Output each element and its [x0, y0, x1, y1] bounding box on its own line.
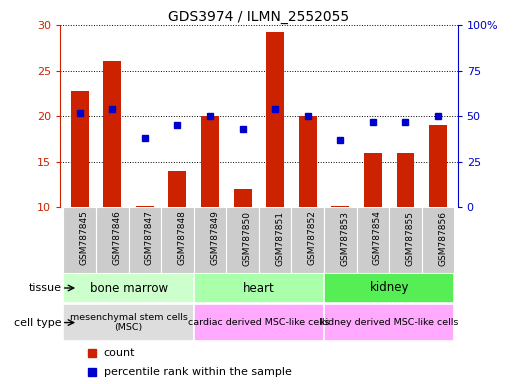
Bar [63, 304, 194, 341]
Text: GSM787847: GSM787847 [145, 210, 154, 265]
Bar [71, 91, 89, 207]
Bar [96, 207, 129, 273]
Text: GSM787853: GSM787853 [340, 210, 349, 266]
Title: GDS3974 / ILMN_2552055: GDS3974 / ILMN_2552055 [168, 10, 349, 24]
Bar [234, 189, 252, 207]
Bar [429, 125, 447, 207]
Bar [266, 32, 284, 207]
Text: GSM787856: GSM787856 [438, 210, 447, 266]
Bar [324, 207, 357, 273]
Bar [226, 207, 259, 273]
Text: percentile rank within the sample: percentile rank within the sample [104, 367, 292, 377]
Bar [161, 207, 194, 273]
Text: GSM787855: GSM787855 [405, 210, 415, 266]
Text: tissue: tissue [29, 283, 62, 293]
Bar [194, 304, 324, 341]
Bar [389, 207, 422, 273]
Text: GSM787854: GSM787854 [373, 210, 382, 265]
Bar [63, 273, 194, 303]
Bar [129, 207, 161, 273]
Text: count: count [104, 348, 135, 358]
Text: cell type: cell type [14, 318, 62, 328]
Text: bone marrow: bone marrow [89, 281, 168, 295]
Bar [104, 61, 121, 207]
Text: GSM787850: GSM787850 [243, 210, 252, 266]
Bar [357, 207, 389, 273]
Bar [63, 207, 96, 273]
Bar [194, 207, 226, 273]
Bar [291, 207, 324, 273]
Bar [396, 152, 414, 207]
Bar [201, 116, 219, 207]
Bar [194, 273, 324, 303]
Text: GSM787852: GSM787852 [308, 210, 317, 265]
Text: cardiac derived MSC-like cells: cardiac derived MSC-like cells [188, 318, 329, 327]
Bar [332, 205, 349, 207]
Text: GSM787848: GSM787848 [177, 210, 186, 265]
Text: GSM787845: GSM787845 [79, 210, 89, 265]
Text: kidney: kidney [369, 281, 409, 295]
Text: mesenchymal stem cells
(MSC): mesenchymal stem cells (MSC) [70, 313, 188, 332]
Text: heart: heart [243, 281, 275, 295]
Bar [364, 152, 382, 207]
Bar [259, 207, 291, 273]
Text: GSM787849: GSM787849 [210, 210, 219, 265]
Bar [422, 207, 454, 273]
Bar [299, 116, 317, 207]
Text: kidney derived MSC-like cells: kidney derived MSC-like cells [320, 318, 458, 327]
Text: GSM787846: GSM787846 [112, 210, 121, 265]
Bar [136, 205, 154, 207]
Bar [168, 171, 186, 207]
Bar [324, 304, 454, 341]
Text: GSM787851: GSM787851 [275, 210, 284, 266]
Bar [324, 273, 454, 303]
